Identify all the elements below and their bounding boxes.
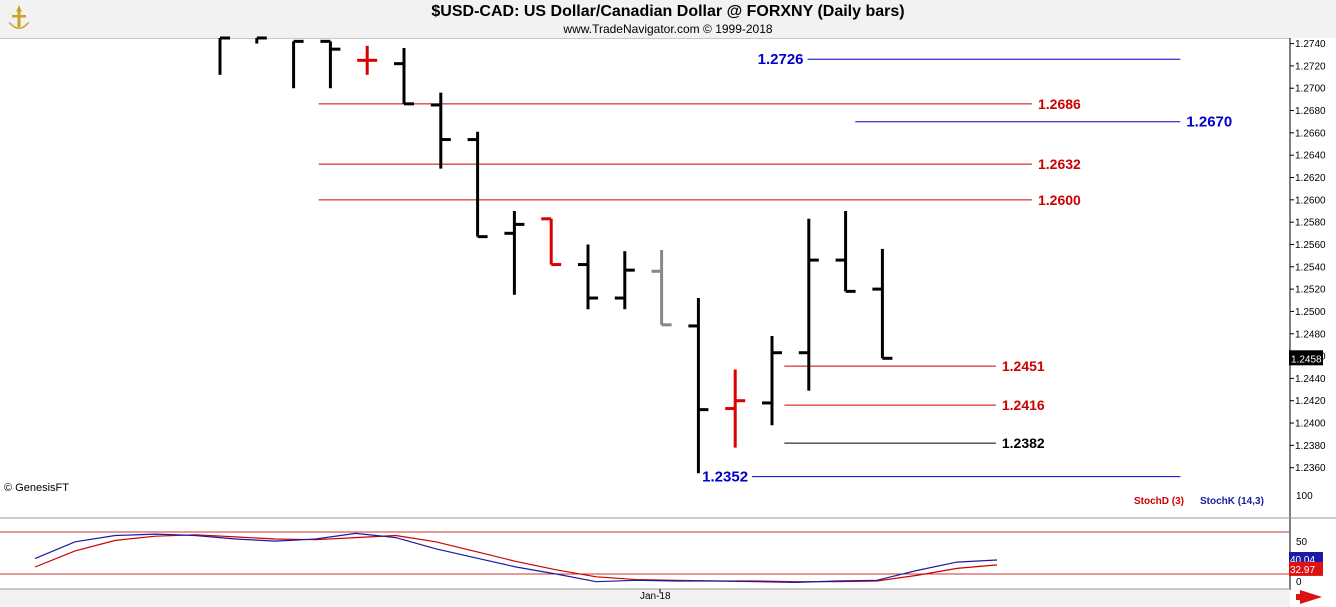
legend-stoch-k: StochK (14,3) [1200, 496, 1264, 507]
y-tick-label: 1.2480 [1295, 329, 1326, 340]
y-tick-label: 1.2620 [1295, 173, 1326, 184]
stoch-k-line [34, 532, 998, 584]
stoch-k-value: 40.04 [1290, 555, 1315, 566]
y-tick-label: 1.2680 [1295, 106, 1326, 117]
y-tick-label: 1.2400 [1295, 419, 1326, 430]
y-tick-label: 1.2580 [1295, 218, 1326, 229]
level-label: 1.2600 [1038, 192, 1081, 208]
y-axis-panel [1290, 38, 1336, 607]
scroll-right-arrow-icon[interactable] [1300, 590, 1322, 604]
level-label: 1.2632 [1038, 156, 1081, 172]
y-tick-label: 1.2700 [1295, 84, 1326, 95]
last-price-marker [1289, 350, 1323, 366]
level-label: 1.2686 [1038, 96, 1081, 112]
stoch-d-value-box [1289, 561, 1323, 576]
trade-navigator-logo-icon [2, 2, 36, 36]
chart-header: $USD-CAD: US Dollar/Canadian Dollar @ FO… [0, 0, 1336, 39]
level-label: 1.2382 [1002, 435, 1045, 451]
chart-title: $USD-CAD: US Dollar/Canadian Dollar @ FO… [431, 3, 905, 20]
chart-subtitle: www.TradeNavigator.com © 1999-2018 [563, 22, 773, 36]
stoch-tick-label: 50 [1296, 537, 1308, 548]
legend-stoch-d: StochD (3) [1134, 496, 1184, 507]
stoch-d-line [34, 534, 998, 583]
x-axis-panel [0, 589, 1290, 607]
copyright-text: © GenesisFT [4, 482, 69, 494]
y-tick-label: 1.2560 [1295, 240, 1326, 251]
last-price-label: 1.2458 [1291, 354, 1322, 365]
y-tick-label: 1.2500 [1295, 307, 1326, 318]
stoch-d-value: 32.97 [1290, 565, 1315, 576]
x-axis-date-label: Jan-18 [640, 591, 671, 602]
y-tick-label: 1.2380 [1295, 441, 1326, 452]
y-tick-label: 1.2520 [1295, 285, 1326, 296]
level-label: 1.2451 [1002, 358, 1045, 374]
level-label: 1.2726 [758, 51, 804, 68]
y-tick-label: 1.2420 [1295, 396, 1326, 407]
y-tick-label: 1.2740 [1295, 39, 1326, 50]
stoch-tick-label: 0 [1296, 577, 1302, 588]
y-tick-label: 1.2600 [1295, 195, 1326, 206]
y-tick-label: 1.2540 [1295, 262, 1326, 273]
y-tick-label: 1.2720 [1295, 61, 1326, 72]
stoch-tick-label: 100 [1296, 491, 1313, 502]
y-tick-label: 1.2660 [1295, 128, 1326, 139]
level-label: 1.2416 [1002, 397, 1045, 413]
level-label: 1.2352 [702, 469, 748, 486]
y-tick-label: 1.2640 [1295, 151, 1326, 162]
level-label: 1.2670 [1186, 114, 1232, 131]
y-tick-label: 1.2440 [1295, 374, 1326, 385]
y-tick-label: 1.2360 [1295, 463, 1326, 474]
